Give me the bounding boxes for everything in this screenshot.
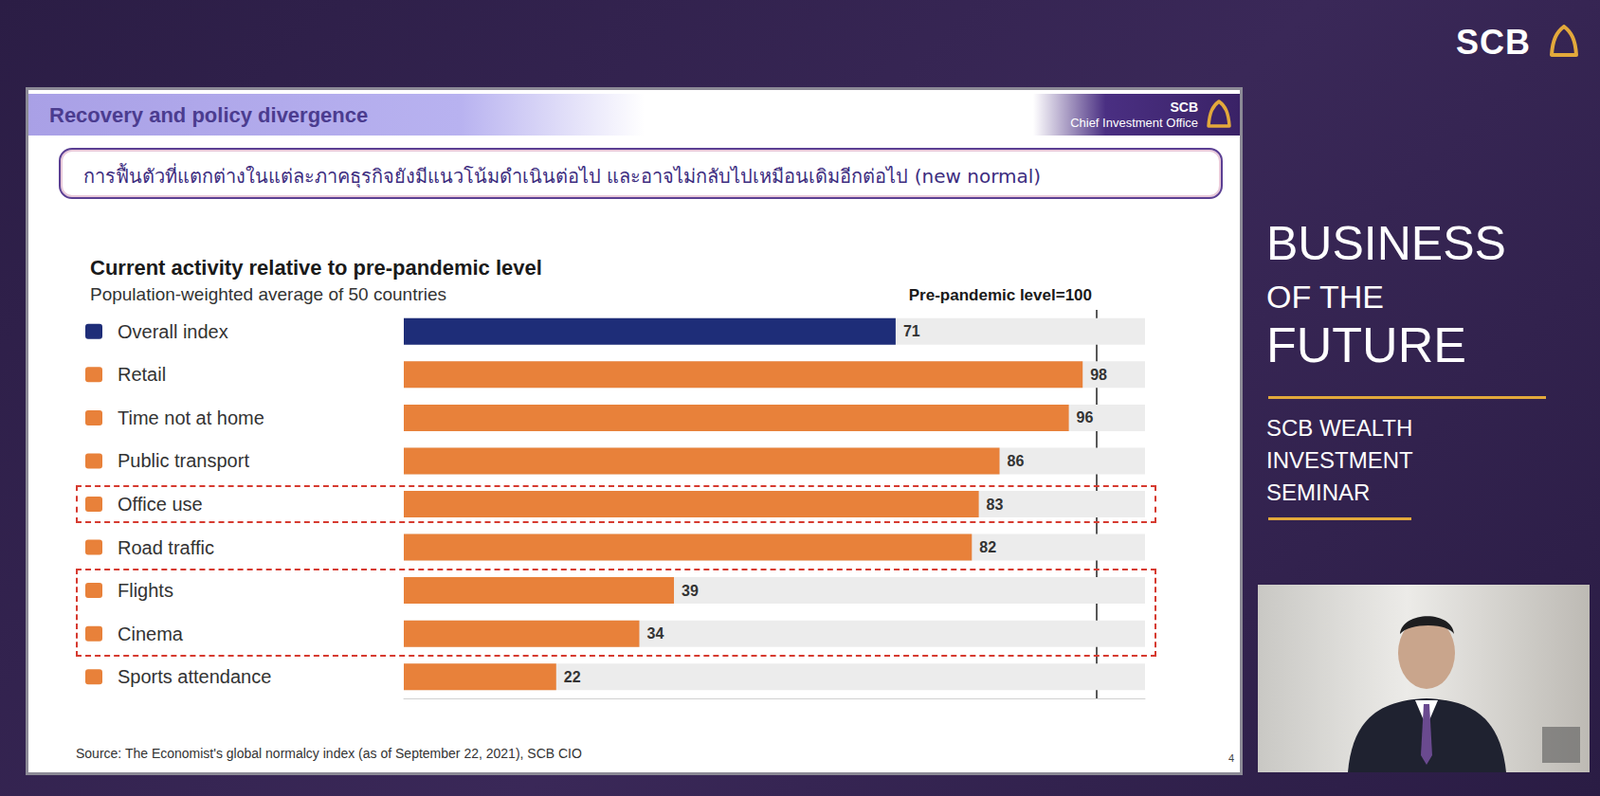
html-text:4: 4	[1228, 752, 1235, 764]
html-text:FUTURE: FUTURE	[1266, 317, 1467, 373]
svg-text:98: 98	[1090, 366, 1108, 383]
html-text:Chief Investment Office: Chief Investment Office	[1070, 115, 1199, 130]
html-text:การฟื้นตัวที่แตกต่างในแต่ละภาค: การฟื้นตัวที่แตกต่างในแต่ละภาคธุรกิจยังม…	[83, 164, 1041, 188]
html-text:Recovery and policy divergence: Recovery and policy divergence	[49, 103, 369, 128]
html-text:Source: The Economist's global: Source: The Economist's global normalcy …	[75, 745, 582, 762]
svg-text:Time not at home: Time not at home	[117, 407, 265, 429]
svg-text:96: 96	[1076, 409, 1094, 426]
svg-text:Current activity relative to p: Current activity relative to pre-pandemi…	[90, 255, 543, 280]
svg-text:Overall index: Overall index	[117, 321, 229, 343]
svg-text:Sports attendance: Sports attendance	[117, 666, 272, 688]
html-text:SCB WEALTH: SCB WEALTH	[1266, 415, 1413, 441]
svg-text:Pre-pandemic level=100: Pre-pandemic level=100	[909, 286, 1092, 305]
svg-text:39: 39	[681, 582, 699, 600]
svg-text:Cinema: Cinema	[117, 623, 184, 645]
svg-text:Public transport: Public transport	[117, 450, 250, 472]
svg-text:Population-weighted average of: Population-weighted average of 50 countr…	[90, 284, 447, 305]
svg-text:Flights: Flights	[117, 580, 174, 601]
html-text:SCB: SCB	[1170, 99, 1199, 115]
html-text:SCB: SCB	[1455, 22, 1531, 62]
svg-text:86: 86	[1007, 453, 1025, 470]
svg-text:Road traffic: Road traffic	[117, 537, 215, 559]
html-text:OF THE: OF THE	[1266, 278, 1384, 315]
svg-text:82: 82	[979, 539, 997, 556]
svg-text:83: 83	[986, 496, 1004, 513]
svg-text:34: 34	[646, 625, 664, 642]
svg-text:71: 71	[903, 323, 921, 340]
svg-text:Retail: Retail	[117, 363, 166, 385]
svg-text:Office use: Office use	[117, 493, 203, 515]
html-text:BUSINESS: BUSINESS	[1266, 217, 1507, 271]
html-text:INVESTMENT: INVESTMENT	[1266, 447, 1413, 473]
html-text:SEMINAR: SEMINAR	[1266, 479, 1371, 506]
svg-text:22: 22	[563, 669, 582, 686]
